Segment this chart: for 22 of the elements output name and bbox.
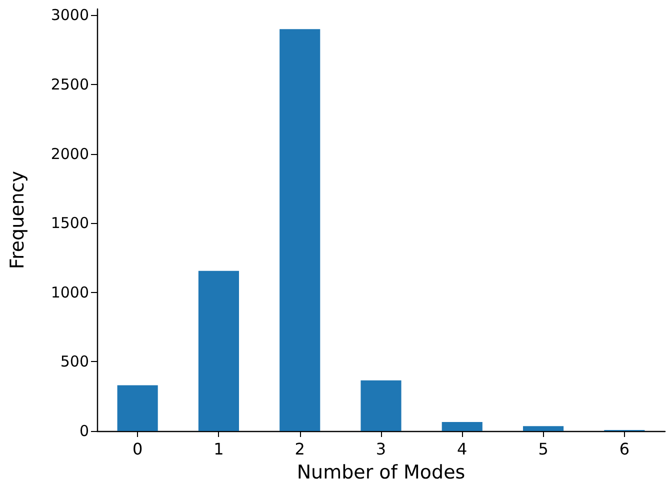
y-tick-label: 1000	[50, 283, 89, 302]
y-tick-label: 2000	[50, 144, 89, 163]
bar	[442, 422, 482, 431]
y-tick-label: 1500	[50, 214, 89, 232]
y-tick-label: 2500	[50, 76, 89, 94]
bar	[523, 426, 564, 431]
x-tick-label: 2	[294, 440, 305, 458]
bar	[198, 270, 239, 431]
x-tick-label: 6	[619, 440, 630, 458]
y-tick-label: 500	[60, 352, 89, 371]
bar	[280, 29, 320, 431]
x-axis-title: Number of Modes	[296, 462, 466, 484]
x-tick-label: 4	[457, 440, 468, 458]
x-tick-label: 0	[132, 440, 143, 458]
bar	[117, 385, 158, 431]
y-axis-title: Frequency	[6, 170, 28, 270]
y-tick-label: 0	[79, 422, 89, 440]
x-tick-label: 5	[538, 440, 548, 458]
x-tick-label: 1	[214, 440, 224, 458]
x-tick-label: 3	[376, 440, 386, 458]
bar	[360, 380, 402, 431]
y-tick-label: 3000	[50, 6, 89, 24]
